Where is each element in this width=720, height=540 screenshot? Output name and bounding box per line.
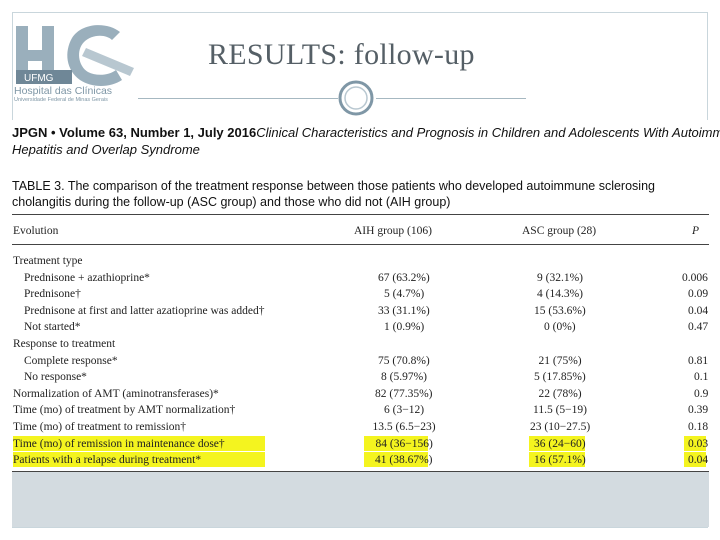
row-label: Prednisone† [24, 288, 81, 301]
hc-ufmg-logo: UFMG [16, 25, 134, 86]
header-p-value: P [692, 225, 700, 237]
aih-value: 1 (0.9%) [384, 321, 425, 334]
p-value: 0.81 [688, 354, 709, 367]
aih-value: 5 (4.7%) [384, 288, 425, 301]
row-label: Not started* [24, 321, 81, 334]
header-asc-group: ASC group (28) [522, 225, 597, 237]
aih-value: 33 (31.1%) [378, 304, 430, 317]
row-label: Response to treatment [13, 338, 116, 350]
row-label: Time (mo) of remission in maintenance do… [13, 437, 225, 450]
logo-unit: UFMG [24, 73, 54, 84]
p-value: 0.18 [688, 421, 709, 433]
table-bottom-rule [12, 470, 709, 472]
table-header-rule [12, 244, 709, 245]
aih-value: 8 (5.97%) [381, 371, 427, 384]
asc-value: 16 (57.1%) [534, 454, 586, 467]
row-highlight [13, 452, 265, 468]
row-label: Normalization of AMT (aminotransferases)… [13, 387, 219, 400]
row-highlight [364, 452, 428, 468]
asc-value: 5 (17.85%) [534, 371, 586, 384]
row-highlight [529, 452, 585, 468]
aih-value: 13.5 (6.5−23) [372, 421, 436, 433]
title-divider-left [138, 98, 338, 99]
p-value: 0.03 [688, 437, 709, 450]
p-value: 0.1 [694, 371, 709, 384]
table-caption: TABLE 3. The comparison of the treatment… [12, 179, 655, 209]
aih-value: 41 (38.67%) [375, 454, 433, 467]
p-value: 0.006 [682, 271, 708, 284]
asc-value: 11.5 (5−19) [533, 404, 587, 417]
asc-value: 22 (78%) [538, 387, 582, 400]
row-highlight [684, 435, 706, 451]
row-label: Time (mo) of treatment by AMT normalizat… [13, 404, 236, 417]
article-title-line2: Hepatitis and Overlap Syndrome [12, 142, 200, 157]
row-highlight [684, 452, 706, 468]
divider-circle [338, 80, 374, 116]
p-value: 0.39 [688, 404, 709, 417]
row-label: Patients with a relapse during treatment… [13, 454, 202, 467]
asc-value: 36 (24−60) [534, 437, 586, 450]
logo-hospital-name: Hospital das Clínicas [14, 85, 113, 97]
aih-value: 82 (77.35%) [375, 387, 433, 400]
asc-value: 21 (75%) [538, 354, 582, 367]
logo-university-name: Universidade Federal de Minas Gerais [14, 97, 108, 103]
aih-value: 6 (3−12) [384, 404, 425, 417]
row-highlight [364, 435, 428, 451]
p-value: 0.09 [688, 288, 709, 301]
row-label: Treatment type [13, 255, 83, 267]
aih-value: 84 (36−156) [375, 437, 433, 450]
slide-footer-band [12, 472, 709, 527]
header-aih-group: AIH group (106) [354, 225, 432, 237]
row-label: Complete response* [24, 354, 118, 367]
slide-title: RESULTS: follow-up [208, 38, 475, 71]
row-label: Time (mo) of treatment to remission† [13, 421, 187, 433]
journal-citation: JPGN • Volume 63, Number 1, July 2016 [12, 125, 257, 140]
asc-value: 15 (53.6%) [534, 304, 586, 317]
row-label: Prednisone + azathioprine* [24, 271, 150, 284]
p-value: 0.04 [688, 304, 709, 317]
asc-value: 9 (32.1%) [537, 271, 583, 284]
table-top-rule [12, 214, 709, 215]
p-value: 0.9 [694, 387, 709, 400]
row-highlight [529, 435, 585, 451]
row-label: No response* [24, 371, 87, 384]
p-value: 0.04 [688, 454, 709, 467]
article-excerpt [12, 120, 709, 472]
header-evolution: Evolution [13, 225, 59, 237]
asc-value: 0 (0%) [544, 321, 576, 334]
p-value: 0.47 [688, 321, 709, 334]
row-label: Prednisone at first and latter azatiopri… [24, 304, 265, 317]
asc-value: 4 (14.3%) [537, 288, 583, 301]
article-header-line: JPGN • Volume 63, Number 1, July 2016Cli… [12, 125, 720, 140]
row-highlight [13, 435, 265, 451]
asc-value: 23 (10−27.5) [530, 421, 591, 433]
aih-value: 75 (70.8%) [378, 354, 430, 367]
article-title-line1: Clinical Characteristics and Prognosis i… [256, 125, 720, 140]
aih-value: 67 (63.2%) [378, 271, 430, 284]
title-divider-right [376, 98, 526, 99]
